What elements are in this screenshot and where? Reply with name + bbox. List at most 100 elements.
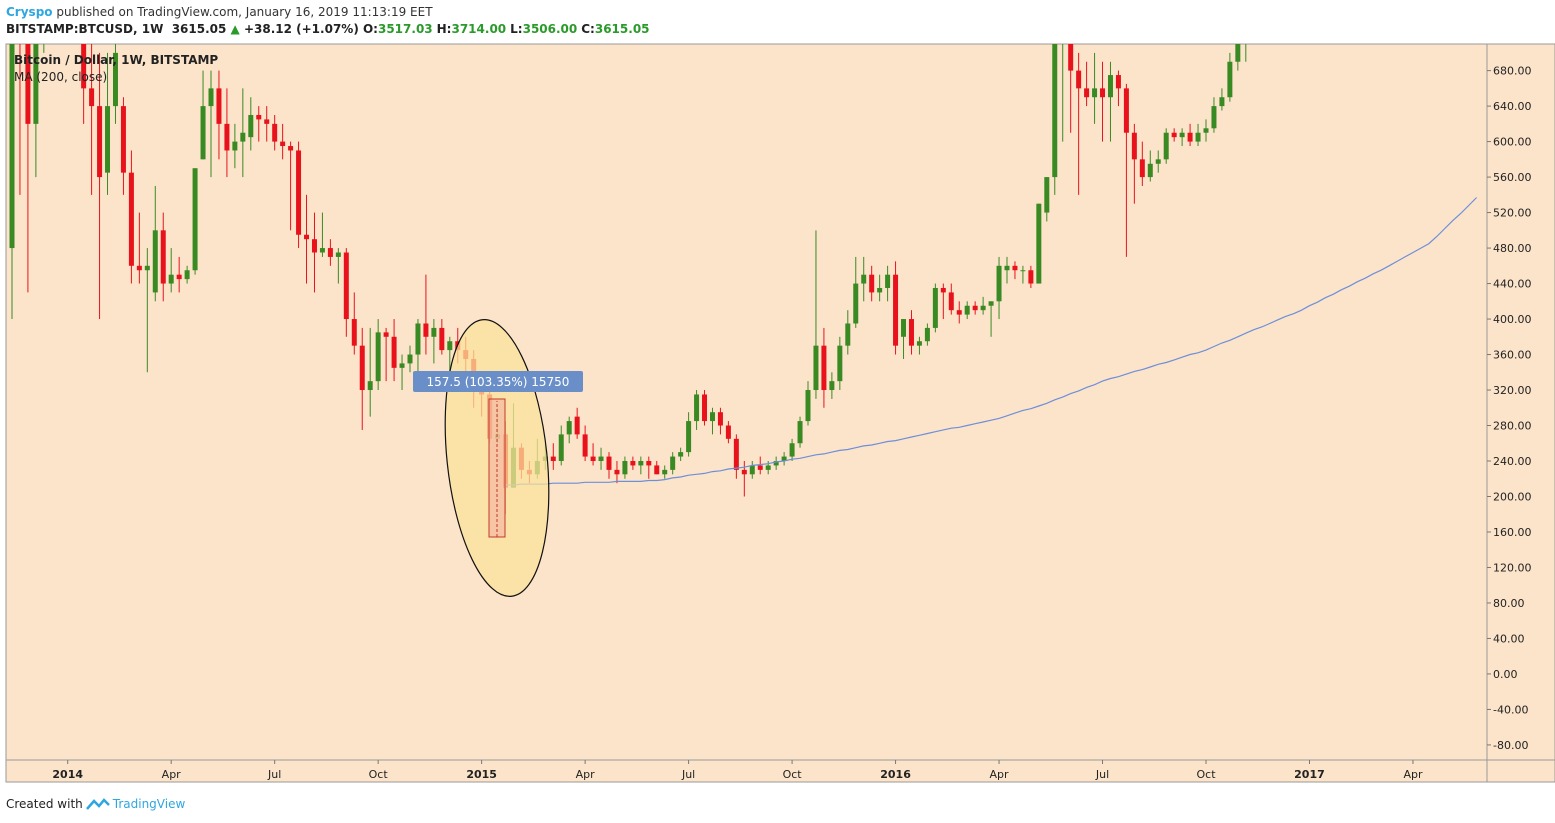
candle-body [861, 274, 867, 284]
candle-body [702, 394, 708, 422]
ohlc-value: 3714.00 [451, 22, 507, 36]
x-tick-label: Apr [1403, 768, 1423, 781]
candle-body [280, 141, 286, 147]
y-tick-label: 400.00 [1493, 313, 1532, 326]
candle-body [622, 461, 628, 475]
candle-body [304, 234, 310, 240]
candle-body [1028, 270, 1034, 284]
candle-body [112, 52, 118, 107]
candle-body [932, 287, 938, 328]
ohlc-key: H: [436, 22, 452, 36]
y-tick-label: 120.00 [1493, 561, 1532, 574]
x-tick-label: 2017 [1294, 768, 1325, 781]
candle-body [1092, 88, 1098, 98]
candle-body [733, 438, 739, 470]
candle-body [447, 341, 453, 351]
candle-body [1211, 106, 1217, 129]
candle-body [1155, 159, 1161, 164]
candle-body [1187, 132, 1193, 142]
candle-body [168, 274, 174, 284]
x-tick-label: Apr [576, 768, 596, 781]
candle-body [1219, 97, 1225, 107]
candle-body [248, 114, 254, 138]
legend-ma: MA (200, close) [14, 70, 107, 84]
candle-body [893, 274, 899, 346]
y-tick-label: 360.00 [1493, 349, 1532, 362]
arrow: ▲ [230, 22, 240, 36]
change: +38.12 (+1.07%) [243, 22, 359, 36]
x-tick-label: 2014 [52, 768, 83, 781]
candle-body [1179, 132, 1185, 138]
candle-body [781, 456, 787, 462]
candle-body [717, 412, 723, 426]
candle-body [1203, 128, 1209, 133]
candle-body [662, 469, 668, 475]
candle-body [908, 319, 914, 346]
candle-body [1227, 61, 1233, 98]
candle-body [9, 44, 15, 249]
y-tick-label: 200.00 [1493, 490, 1532, 503]
candle-body [1171, 132, 1177, 138]
logo [85, 798, 110, 810]
publish-line: Cryspo published on TradingView.com, Jan… [6, 5, 433, 19]
footer: Created with TradingView [6, 797, 185, 811]
y-tick-label: 600.00 [1493, 136, 1532, 149]
candle-body [120, 106, 126, 173]
candle-body [678, 452, 684, 457]
candle-body [1107, 75, 1113, 98]
candle-body [208, 88, 214, 107]
candle-body [630, 461, 636, 466]
candle-body [431, 327, 437, 337]
author[interactable]: Cryspo [6, 5, 53, 19]
candle-body [264, 119, 270, 124]
candle-body [407, 354, 413, 364]
candle-body [646, 461, 652, 466]
symbol: BITSTAMP:BTCUSD, 1W [6, 22, 164, 36]
candle-body [1052, 44, 1058, 178]
candle-body [97, 106, 103, 178]
x-tick-label: 2016 [880, 768, 911, 781]
candle-body [1020, 270, 1026, 272]
measure-label-bg [413, 371, 583, 392]
created-with: Created with [6, 797, 83, 811]
candle-body [940, 287, 946, 293]
legend-title: Bitcoin / Dollar, 1W, BITSTAMP [14, 53, 218, 67]
candle-body [582, 434, 588, 457]
candle-body [1044, 177, 1050, 213]
candle-body [192, 168, 198, 271]
candle-body [343, 252, 349, 320]
x-tick-label: Apr [990, 768, 1010, 781]
candle-body [1131, 132, 1137, 160]
candle-body [1195, 132, 1201, 142]
y-tick-label: 440.00 [1493, 278, 1532, 291]
ohlc-key: C: [581, 22, 595, 36]
candle-body [964, 305, 970, 315]
candle-body [686, 421, 692, 453]
candle-body [694, 394, 700, 422]
y-tick-label: 240.00 [1493, 455, 1532, 468]
candle-body [550, 456, 556, 462]
candle-body [566, 421, 572, 435]
candle-body [33, 44, 39, 124]
candle-body [391, 336, 397, 368]
candle-body [160, 230, 166, 284]
candle-body [853, 283, 859, 324]
candle-body [916, 341, 922, 346]
ohlc-value: 3506.00 [522, 22, 578, 36]
candle-body [797, 421, 803, 444]
candle-body [176, 274, 182, 280]
candle-body [773, 461, 779, 466]
candle-body [996, 265, 1002, 302]
candle-body [144, 265, 150, 271]
candle-body [327, 248, 333, 257]
candle-body [829, 381, 835, 391]
measure-label: 157.5 (103.35%) 15750 [427, 375, 570, 389]
y-tick-label: 320.00 [1493, 384, 1532, 397]
brand[interactable]: TradingView [112, 797, 186, 811]
candle-body [948, 292, 954, 311]
candle-body [845, 323, 851, 346]
candle-body [351, 319, 357, 346]
x-tick-label: Oct [1196, 768, 1216, 781]
candle-body [383, 332, 389, 337]
candle-body [1147, 163, 1153, 178]
